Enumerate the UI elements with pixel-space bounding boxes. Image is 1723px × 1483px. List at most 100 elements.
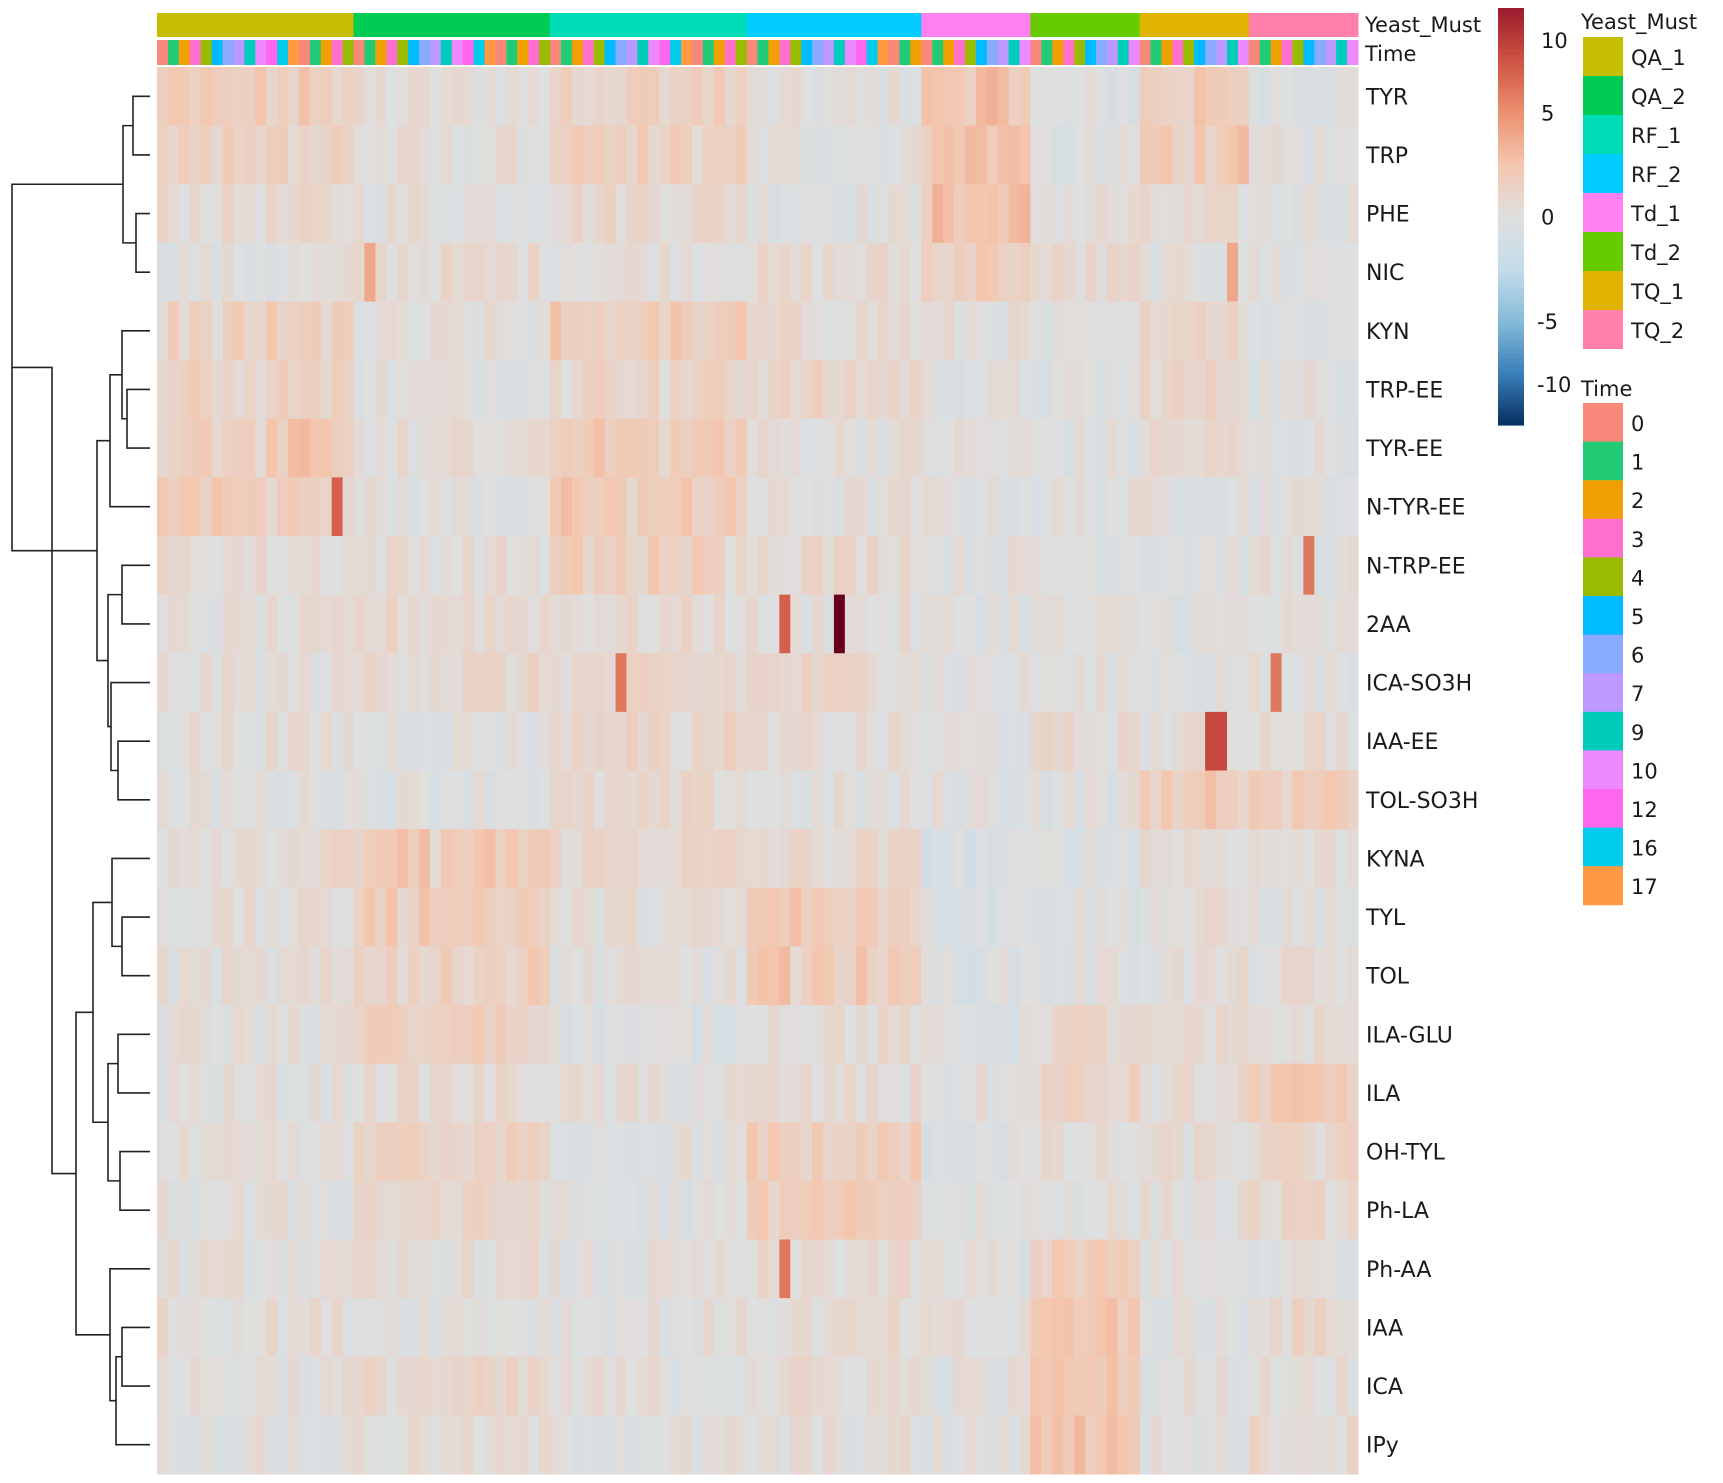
time-track-cell xyxy=(1041,40,1053,65)
heatmap-cell xyxy=(440,360,453,420)
heatmap-cell xyxy=(1248,594,1261,654)
heatmap-cell xyxy=(429,1005,442,1065)
heatmap-cell xyxy=(298,1298,311,1358)
heatmap-cell xyxy=(1347,184,1359,244)
heatmap-cell xyxy=(670,653,682,713)
heatmap-cell xyxy=(779,242,791,303)
heatmap-cell xyxy=(233,1122,245,1182)
legend-label: 6 xyxy=(1631,644,1644,668)
heatmap-cell xyxy=(288,184,300,244)
heatmap-cell xyxy=(528,301,540,361)
legend-label: 0 xyxy=(1631,412,1644,436)
heatmap-cell xyxy=(604,536,617,596)
heatmap-cell xyxy=(790,1356,802,1416)
heatmap-cell xyxy=(1128,536,1141,596)
heatmap-cell xyxy=(932,1298,944,1358)
heatmap-cell xyxy=(1303,829,1315,889)
heatmap-cell xyxy=(790,242,802,303)
heatmap-cell xyxy=(681,125,693,185)
heatmap-cell xyxy=(1216,829,1228,889)
heatmap-cell xyxy=(844,360,857,420)
colorbar-segment xyxy=(1498,187,1524,193)
heatmap-cell xyxy=(167,242,180,303)
time-track-cell xyxy=(986,40,999,65)
heatmap-cell xyxy=(702,360,715,420)
heatmap-cell xyxy=(757,711,769,772)
colorbar-segment xyxy=(1498,70,1524,76)
heatmap-cell xyxy=(1161,536,1173,596)
heatmap-cell xyxy=(550,1356,562,1416)
heatmap-cell xyxy=(1150,301,1162,361)
heatmap-cell xyxy=(560,946,573,1006)
heatmap-cell xyxy=(419,125,431,185)
heatmap-cell xyxy=(593,184,606,244)
heatmap-cell xyxy=(1216,1356,1228,1416)
heatmap-cell xyxy=(1325,1063,1337,1123)
heatmap-cell xyxy=(877,301,890,361)
heatmap-cell xyxy=(823,887,835,947)
row-label: Ph-AA xyxy=(1366,1258,1431,1283)
heatmap-cell xyxy=(320,477,333,537)
heatmap-cell xyxy=(266,1298,278,1358)
heatmap-cell xyxy=(167,1005,180,1065)
heatmap-cell xyxy=(801,594,813,654)
heatmap-cell xyxy=(1281,829,1293,889)
heatmap-cell xyxy=(790,1298,802,1358)
heatmap-cell xyxy=(702,536,715,596)
heatmap-cell xyxy=(451,1005,464,1065)
heatmap-cell xyxy=(637,242,649,303)
heatmap-cell xyxy=(375,1415,387,1475)
dendrogram-branch xyxy=(92,901,112,1124)
heatmap-cell xyxy=(331,770,344,830)
heatmap-cell xyxy=(451,946,464,1006)
heatmap-cell xyxy=(1128,418,1141,478)
heatmap-cell xyxy=(440,125,453,185)
heatmap-cell xyxy=(648,1298,660,1358)
heatmap-cell xyxy=(877,829,890,889)
heatmap-cell xyxy=(779,184,791,244)
heatmap-cell xyxy=(1172,1298,1184,1358)
time-track-cell xyxy=(877,40,890,65)
heatmap-cell xyxy=(539,1063,551,1123)
heatmap-cell xyxy=(637,1005,649,1065)
heatmap-cell xyxy=(298,1005,311,1065)
time-track-cell xyxy=(582,40,595,65)
heatmap-cell xyxy=(833,887,846,947)
heatmap-cell xyxy=(844,301,857,361)
heatmap-cell xyxy=(550,360,562,420)
heatmap-cell xyxy=(1314,1180,1326,1241)
heatmap-cell xyxy=(964,418,977,478)
heatmap-cell xyxy=(1008,418,1021,478)
heatmap-cell xyxy=(200,242,213,303)
heatmap-cell xyxy=(277,125,289,185)
heatmap-cell xyxy=(888,477,900,537)
heatmap-cell xyxy=(266,125,278,185)
heatmap-cell xyxy=(1194,536,1206,596)
heatmap-cell xyxy=(1325,418,1337,478)
heatmap-cell xyxy=(200,1122,213,1182)
heatmap-cell xyxy=(1117,125,1130,185)
time-track-cell xyxy=(331,40,344,65)
heatmap-cell xyxy=(823,1005,835,1065)
heatmap-cell xyxy=(1172,594,1184,654)
heatmap-cell xyxy=(1150,653,1162,713)
heatmap-cell xyxy=(1347,242,1359,303)
heatmap-cell xyxy=(954,946,966,1006)
heatmap-cell xyxy=(1030,829,1042,889)
heatmap-cell xyxy=(550,887,562,947)
heatmap-cell xyxy=(1259,1005,1272,1065)
heatmap-cell xyxy=(539,1415,551,1475)
heatmap-cell xyxy=(1183,1005,1195,1065)
heatmap-cell xyxy=(823,536,835,596)
heatmap-cell xyxy=(408,946,420,1006)
heatmap-cell xyxy=(1183,536,1195,596)
heatmap-cell xyxy=(353,1180,365,1241)
legend-swatch xyxy=(1583,673,1623,713)
heatmap-cell xyxy=(571,360,584,420)
heatmap-cell xyxy=(746,477,758,537)
heatmap-cell xyxy=(309,1298,322,1358)
heatmap-cell xyxy=(1095,67,1108,127)
heatmap-cell xyxy=(899,829,911,889)
heatmap-cell xyxy=(1226,536,1239,596)
heatmap-cell xyxy=(735,711,748,772)
